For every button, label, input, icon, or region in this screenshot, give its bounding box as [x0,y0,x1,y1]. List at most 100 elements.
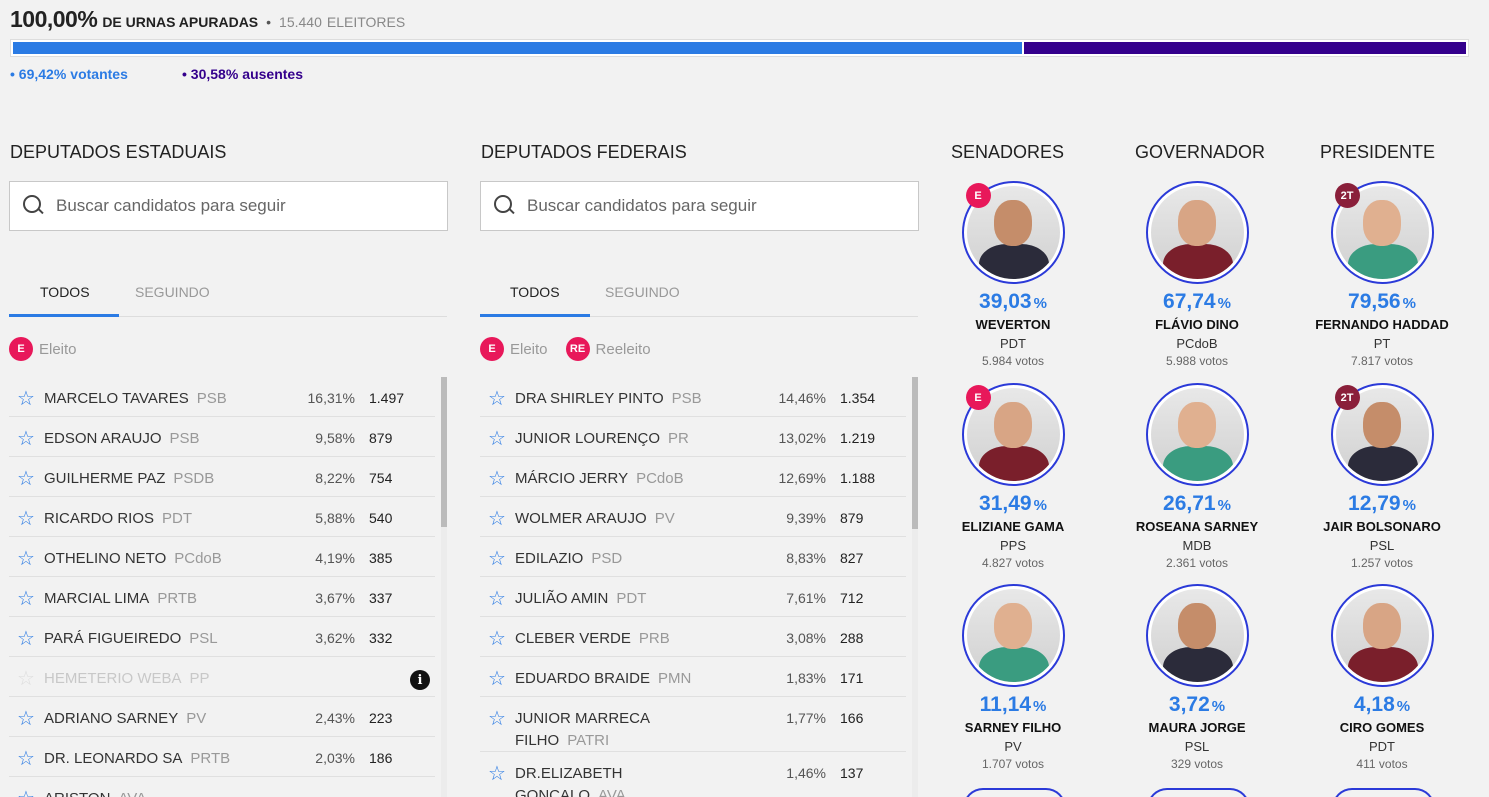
candidate-row[interactable]: ☆ EDUARDO BRAIDE PMN 1,83% 171 [480,657,906,697]
candidate-row[interactable]: ☆ OTHELINO NETO PCdoB 4,19% 385 [9,537,435,577]
candidate-name: DRA SHIRLEY PINTO PSB [515,388,715,410]
candidate-photo [1335,186,1429,279]
candidate-row[interactable]: ☆ MÁRCIO JERRY PCdoB 12,69% 1.188 [480,457,906,497]
federais-list[interactable]: ☆ DRA SHIRLEY PINTO PSB 14,46% 1.354 ☆ JUNIOR … [480,377,918,797]
candidate-row[interactable]: ☆ ARISTON AVA [9,777,435,797]
estaduais-search-input[interactable] [56,196,436,216]
estaduais-search-box[interactable] [9,181,448,231]
candidate-votes-count: 329 [1170,757,1191,771]
candidate-name: JAIR BOLSONARO [1323,519,1441,534]
candidate-row[interactable]: ☆ MARCELO TAVARES PSB 16,31% 1.497 [9,377,435,417]
star-follow-icon[interactable]: ☆ [488,428,506,450]
candidate-votes: 1.497 [369,390,405,406]
federais-search-input[interactable] [527,196,907,216]
star-follow-icon[interactable]: ☆ [17,388,35,410]
person-head-icon [993,200,1032,246]
candidate-row[interactable]: ☆ RICARDO RIOS PDT 5,88% 540 [9,497,435,537]
scrollbar-track[interactable] [441,377,447,797]
star-follow-icon[interactable]: ☆ [488,668,506,690]
candidate-row[interactable]: ☆ PARÁ FIGUEIREDO PSL 3,62% 332 [9,617,435,657]
scrollbar-thumb[interactable] [912,377,918,529]
candidate-name: ADRIANO SARNEY PV [44,708,244,730]
candidate-name: PARÁ FIGUEIREDO PSL [44,628,244,650]
tab-todos[interactable]: TODOS [40,284,90,300]
tab-seguindo[interactable]: SEGUINDO [135,284,210,300]
segundo-turno-badge-icon: 2T [1334,385,1360,410]
candidate-name-text: RICARDO RIOS [44,510,155,527]
candidate-name: MAURA JORGE [1148,720,1246,735]
person-body-icon [978,244,1049,279]
star-follow-icon[interactable]: ☆ [17,588,35,610]
candidate-row[interactable]: ☆ JUNIOR MARRECA FILHO PATRI 1,77% 166 [480,697,906,752]
candidate-row[interactable]: ☆ EDSON ARAUJO PSB 9,58% 879 [9,417,435,457]
estaduais-list[interactable]: ☆ MARCELO TAVARES PSB 16,31% 1.497 ☆ EDSON ARA… [9,377,447,797]
candidate-votes: 4.827 votos [923,556,1103,570]
candidate-party: PSB [169,430,200,447]
candidate-party: PSB [196,390,227,407]
federais-search-box[interactable] [480,181,919,231]
candidate-row[interactable]: ☆ JULIÃO AMIN PDT 7,61% 712 [480,577,906,617]
star-follow-icon[interactable]: ☆ [17,428,35,450]
candidate-row[interactable]: ☆ DRA SHIRLEY PINTO PSB 14,46% 1.354 [480,377,906,417]
candidate-card[interactable]: 26,71% ROSEANA SARNEY MDB 2.361 votos [1107,383,1287,570]
candidate-votes: 385 [369,550,393,566]
scrollbar-thumb[interactable] [441,377,447,527]
star-follow-icon[interactable]: ☆ [17,748,35,770]
star-follow-icon[interactable]: ☆ [488,708,506,730]
star-follow-icon[interactable]: ☆ [488,508,506,530]
candidate-row[interactable]: ☆ CLEBER VERDE PRB 3,08% 288 [480,617,906,657]
star-follow-icon[interactable]: ☆ [17,789,35,797]
candidate-pct: 12,79% [1292,492,1472,516]
star-follow-icon[interactable]: ☆ [17,548,35,570]
candidate-votes-count: 411 [1356,757,1376,771]
candidate-name: JULIÃO AMIN PDT [515,588,715,610]
candidate-row[interactable]: ☆ GUILHERME PAZ PSDB 8,22% 754 [9,457,435,497]
star-follow-icon[interactable]: ☆ [488,628,506,650]
candidate-row[interactable]: ☆ JUNIOR LOURENÇO PR 13,02% 1.219 [480,417,906,457]
star-follow-icon[interactable]: ☆ [17,468,35,490]
candidate-name: CIRO GOMES [1339,720,1425,735]
candidate-row[interactable]: ☆ HEMETERIO WEBA PP i [9,657,435,697]
candidate-party: PT [1373,336,1391,351]
candidate-row[interactable]: ☆ DR.ELIZABETH GONÇALO AVA 1,46% 137 [480,752,906,797]
candidate-card[interactable]: 11,14% SARNEY FILHO PV 1.707 votos [923,584,1103,771]
votos-word: votos [1015,354,1045,368]
tab-seguindo[interactable]: SEGUINDO [605,284,680,300]
candidate-row[interactable]: ☆ DR. LEONARDO SA PRTB 2,03% 186 [9,737,435,777]
tab-todos[interactable]: TODOS [510,284,560,300]
candidate-photo [1150,186,1244,279]
segundo-turno-badge-icon: 2T [1334,183,1360,208]
candidate-pct: 3,67% [315,590,355,606]
star-follow-icon[interactable]: ☆ [17,628,35,650]
candidate-card[interactable]: 3,72% MAURA JORGE PSL 329 votos [1107,584,1287,771]
percent-sign: % [1211,698,1226,715]
candidate-photo [966,589,1060,682]
scrollbar-track[interactable] [912,377,918,797]
candidate-pct-value: 12,79 [1348,492,1401,515]
star-follow-icon[interactable]: ☆ [488,388,506,410]
candidate-card[interactable]: 2T 12,79% JAIR BOLSONARO PSL 1.257 votos [1292,383,1472,570]
candidate-card[interactable]: E 39,03% WEVERTON PDT 5.984 votos [923,181,1103,368]
candidate-card[interactable]: 2T 79,56% FERNANDO HADDAD PT 7.817 votos [1292,181,1472,368]
star-follow-icon[interactable]: ☆ [17,708,35,730]
candidate-name: JUNIOR LOURENÇO PR [515,428,715,450]
candidate-card[interactable]: E 31,49% ELIZIANE GAMA PPS 4.827 votos [923,383,1103,570]
candidate-card[interactable]: 67,74% FLÁVIO DINO PCdoB 5.988 votos [1107,181,1287,368]
candidate-row[interactable]: ☆ WOLMER ARAUJO PV 9,39% 879 [480,497,906,537]
candidate-card[interactable]: 4,18% CIRO GOMES PDT 411 votos [1292,584,1472,771]
reeleito-badge-icon: RE [565,337,590,361]
candidate-row[interactable]: ☆ EDILAZIO PSD 8,83% 827 [480,537,906,577]
star-follow-icon[interactable]: ☆ [17,668,35,690]
star-follow-icon[interactable]: ☆ [488,588,506,610]
candidate-name-text: GUILHERME PAZ [44,470,166,487]
star-follow-icon[interactable]: ☆ [17,508,35,530]
star-follow-icon[interactable]: ☆ [488,763,506,785]
star-follow-icon[interactable]: ☆ [488,468,506,490]
candidate-row[interactable]: ☆ ADRIANO SARNEY PV 2,43% 223 [9,697,435,737]
info-icon[interactable]: i [410,670,430,690]
votos-word: votos [1378,757,1408,771]
candidate-row[interactable]: ☆ MARCIAL LIMA PRTB 3,67% 337 [9,577,435,617]
turnout-bar [10,39,1469,57]
star-follow-icon[interactable]: ☆ [488,548,506,570]
federais-tabs: TODOS SEGUINDO [480,272,918,317]
